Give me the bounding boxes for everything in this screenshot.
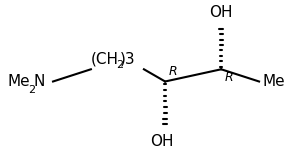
Text: N: N: [33, 74, 45, 89]
Text: OH: OH: [150, 134, 174, 149]
Text: Me: Me: [262, 74, 285, 89]
Text: 2: 2: [28, 85, 35, 96]
Text: R: R: [224, 71, 233, 84]
Text: (CH: (CH: [91, 52, 119, 67]
Text: )3: )3: [120, 52, 136, 67]
Text: R: R: [168, 65, 177, 78]
Text: 2: 2: [116, 60, 123, 70]
Text: Me: Me: [8, 74, 30, 89]
Text: OH: OH: [209, 5, 233, 20]
